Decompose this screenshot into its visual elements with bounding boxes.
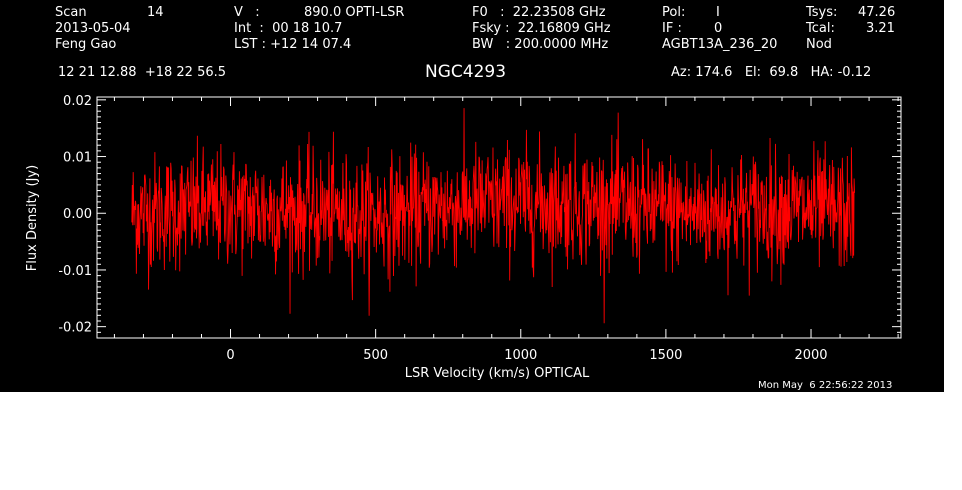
spectrum-series <box>131 108 856 324</box>
velocity-label: V : <box>234 5 260 20</box>
plot-timestamp: Mon May 6 22:56:22 2013 <box>758 380 893 391</box>
project-id: AGBT13A_236_20 <box>662 37 778 52</box>
x-axis-label: LSR Velocity (km/s) OPTICAL <box>405 366 590 381</box>
y-tick-label: -0.02 <box>58 321 92 336</box>
bandwidth: BW : 200.0000 MHz <box>472 37 609 52</box>
obs-date: 2013-05-04 <box>55 21 131 36</box>
y-axis-label: Flux Density (Jy) <box>25 165 40 271</box>
tcal-label: Tcal: <box>806 21 835 36</box>
x-tick-label: 1000 <box>504 348 537 363</box>
tsys-value: 47.26 <box>858 5 896 20</box>
az-el-ha: Az: 174.6 El: 69.8 HA: -0.12 <box>671 65 872 80</box>
tsys-label: Tsys: <box>806 5 838 20</box>
chart-title: NGC4293 <box>425 62 507 82</box>
lst-value: LST : +12 14 07.4 <box>234 37 352 52</box>
switching-mode: Nod <box>806 37 832 52</box>
x-tick-label: 1500 <box>649 348 682 363</box>
x-tick-label: 0 <box>226 348 234 363</box>
observer-name: Feng Gao <box>55 37 117 52</box>
scan-label: Scan <box>55 5 87 20</box>
if-label: IF : <box>662 21 682 36</box>
velocity-value: 890.0 OPTI-LSR <box>304 5 405 20</box>
spectrum-chart: 0 500 1000 1500 2000 0.020.010.00-0.01-0.02 … <box>25 94 902 381</box>
series-line <box>131 108 856 324</box>
y-axis: 0.02 0.01 0.00 -0.01 -0.02 <box>58 94 901 336</box>
plot-frame <box>96 96 902 339</box>
x-tick-label: 2000 <box>794 348 827 363</box>
rest-frequency: F0 : 22.23508 GHz <box>472 5 606 20</box>
pol-value: I <box>716 5 720 20</box>
y-tick-label: 0.01 <box>63 151 92 166</box>
y-tick-label: 0.02 <box>63 94 92 109</box>
x-tick-label: 500 <box>363 348 388 363</box>
integration-time: Int : 00 18 10.7 <box>234 21 343 36</box>
y-tick-label: -0.01 <box>58 264 92 279</box>
if-value: 0 <box>714 21 723 36</box>
sky-frequency: Fsky : 22.16809 GHz <box>472 21 611 36</box>
y-tick-label: 0.00 <box>63 207 92 222</box>
pol-label: Pol: <box>662 5 686 20</box>
x-axis: 0 500 1000 1500 2000 <box>113 97 899 363</box>
source-coordinates: 12 21 12.88 +18 22 56.5 <box>58 65 227 80</box>
tcal-value: 3.21 <box>866 21 895 36</box>
scan-number: 14 <box>147 5 164 20</box>
